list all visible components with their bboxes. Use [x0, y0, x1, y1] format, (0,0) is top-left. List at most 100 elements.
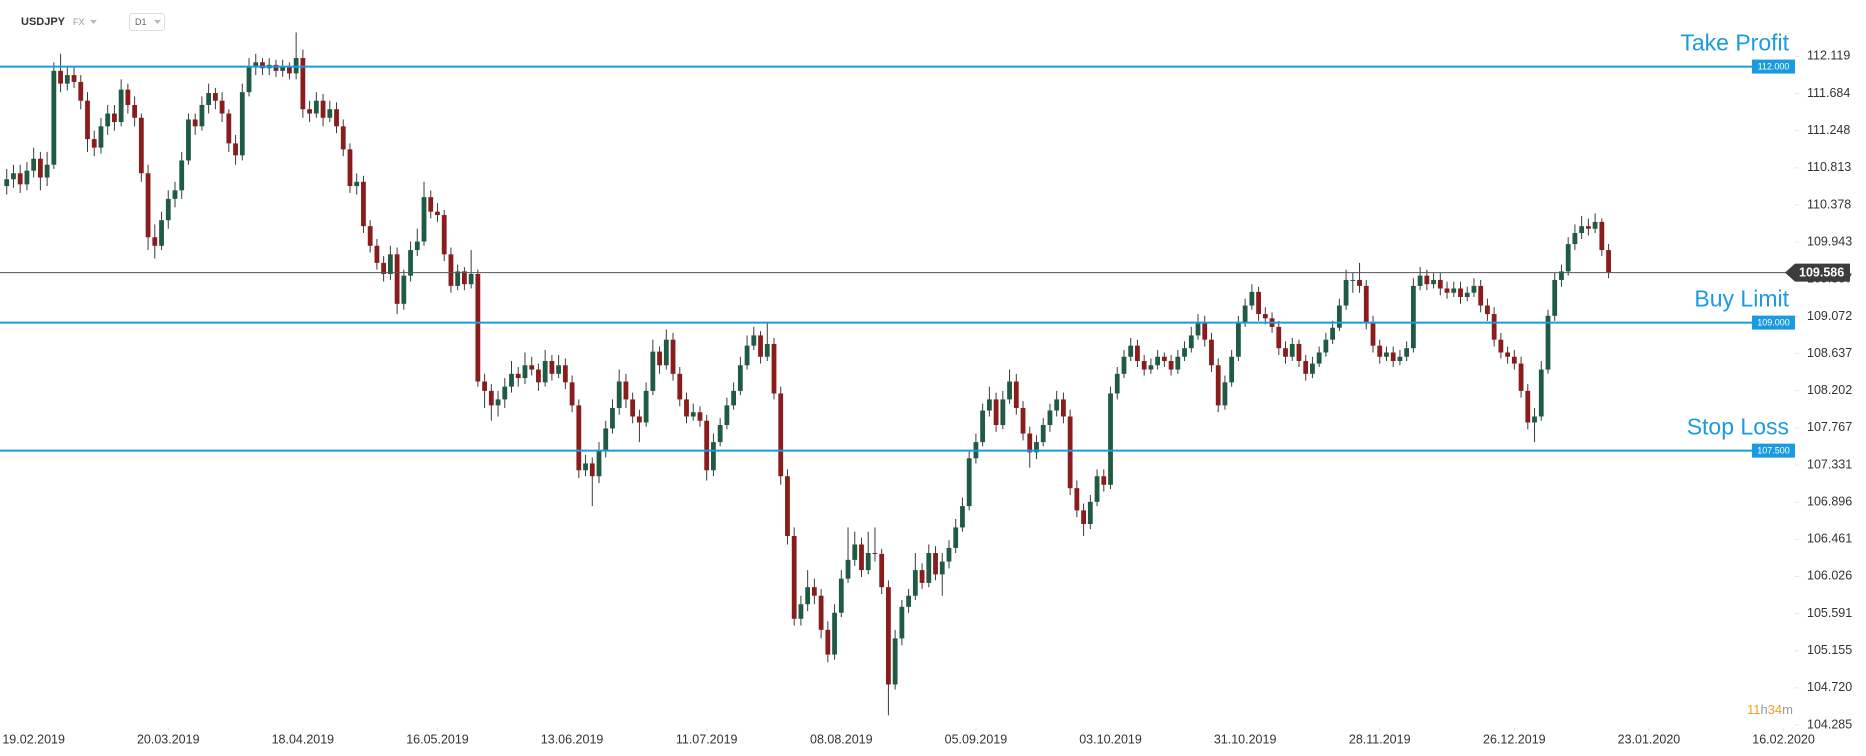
candle-body [1094, 476, 1100, 502]
candle-body [879, 553, 885, 588]
candle-body [926, 553, 932, 583]
candle-body [212, 93, 218, 101]
market[interactable]: FX [73, 17, 85, 27]
candle-body [1155, 356, 1161, 366]
market-dropdown-icon[interactable] [89, 19, 98, 25]
candle-body [623, 381, 629, 400]
candle-body [71, 75, 77, 82]
candle-body [596, 450, 602, 477]
y-tick-label: 105.155 [1807, 643, 1852, 657]
candle-body [724, 405, 730, 426]
candle-body [1579, 226, 1585, 233]
y-tick-label: 109.072 [1807, 309, 1852, 323]
candle-body [51, 70, 57, 165]
candle-body [939, 561, 945, 575]
candle-body [919, 570, 925, 583]
candle-body [1545, 315, 1551, 370]
candle-body [1552, 279, 1558, 316]
candle-body [1188, 335, 1194, 349]
candle-body [320, 100, 326, 118]
candle-body [960, 506, 965, 528]
countdown-part: 34 [1768, 702, 1782, 717]
candle-body [219, 100, 225, 114]
x-tick-label: 16.02.2020 [1752, 732, 1815, 746]
candle-body [24, 170, 30, 185]
candle-body [717, 425, 723, 443]
candle-body [1007, 381, 1012, 400]
candle-body [670, 339, 676, 374]
candle-body [11, 173, 16, 180]
candle-body [381, 262, 387, 274]
candle-body [1074, 488, 1080, 511]
candle-body [374, 245, 380, 263]
candle-body [165, 198, 171, 221]
candle-body [811, 587, 817, 596]
y-tick-label: 111.248 [1807, 123, 1850, 137]
candle-body [576, 405, 582, 471]
candle-body [1135, 345, 1140, 362]
candle-body [690, 412, 696, 417]
candle-body [1013, 381, 1019, 408]
candle-body [1585, 226, 1591, 229]
candle-body [132, 104, 138, 118]
candle-body [603, 428, 609, 451]
candle-body [260, 62, 265, 69]
candle-body [428, 197, 434, 212]
candle-body [1242, 305, 1248, 323]
candle-body [37, 158, 43, 178]
interval-select[interactable]: D1 [129, 13, 165, 31]
candle-body [953, 527, 959, 548]
candle-body [832, 612, 837, 655]
candle-body [4, 179, 10, 187]
candle-body [556, 365, 562, 374]
level-label: Buy Limit [1694, 286, 1789, 312]
candle-body [334, 109, 339, 127]
x-tick-label: 03.10.2019 [1079, 732, 1142, 746]
candle-body [933, 553, 938, 575]
candle-body [1437, 279, 1443, 289]
candle-body [300, 58, 306, 110]
candle-body [152, 237, 158, 246]
candle-body [583, 463, 588, 471]
y-tick-label: 105.591 [1807, 606, 1852, 620]
candle-body [1175, 356, 1181, 370]
candle-body [711, 442, 716, 471]
candle-body [1303, 361, 1309, 374]
candle-body [636, 416, 642, 423]
candle-body [64, 75, 70, 84]
candle-body [408, 250, 413, 276]
candle-body [663, 339, 669, 366]
candle-body [886, 587, 891, 685]
level-label: Take Profit [1680, 30, 1789, 56]
candle-body [1289, 343, 1295, 357]
candle-body [798, 604, 804, 619]
candle-body [758, 335, 763, 357]
candle-body [1444, 288, 1450, 293]
candle-body [1363, 285, 1369, 323]
candle-body [17, 173, 23, 185]
candle-body [461, 271, 467, 285]
x-tick-label: 19.02.2019 [2, 732, 65, 746]
candle-body [354, 181, 360, 187]
y-tick-label: 106.461 [1807, 532, 1852, 546]
x-tick-label: 26.12.2019 [1483, 732, 1546, 746]
candle-body [502, 386, 508, 400]
candle-body [1350, 279, 1356, 281]
y-tick-label: 104.285 [1807, 717, 1852, 731]
candle-body [226, 113, 232, 144]
candle-body [394, 254, 400, 304]
candle-body [1061, 399, 1066, 417]
candle-body [737, 365, 743, 391]
y-tick-label: 104.720 [1807, 680, 1852, 694]
candle-body [1464, 292, 1470, 298]
candle-body [85, 100, 90, 140]
candle-body [1235, 322, 1241, 357]
candle-body [684, 399, 689, 417]
candle-body [912, 570, 918, 596]
candle-body [1316, 352, 1322, 364]
level-tag [1752, 315, 1795, 330]
candle-body [542, 361, 548, 383]
candle-body [993, 399, 999, 426]
candle-body [448, 254, 454, 286]
candle-body [1182, 348, 1187, 357]
